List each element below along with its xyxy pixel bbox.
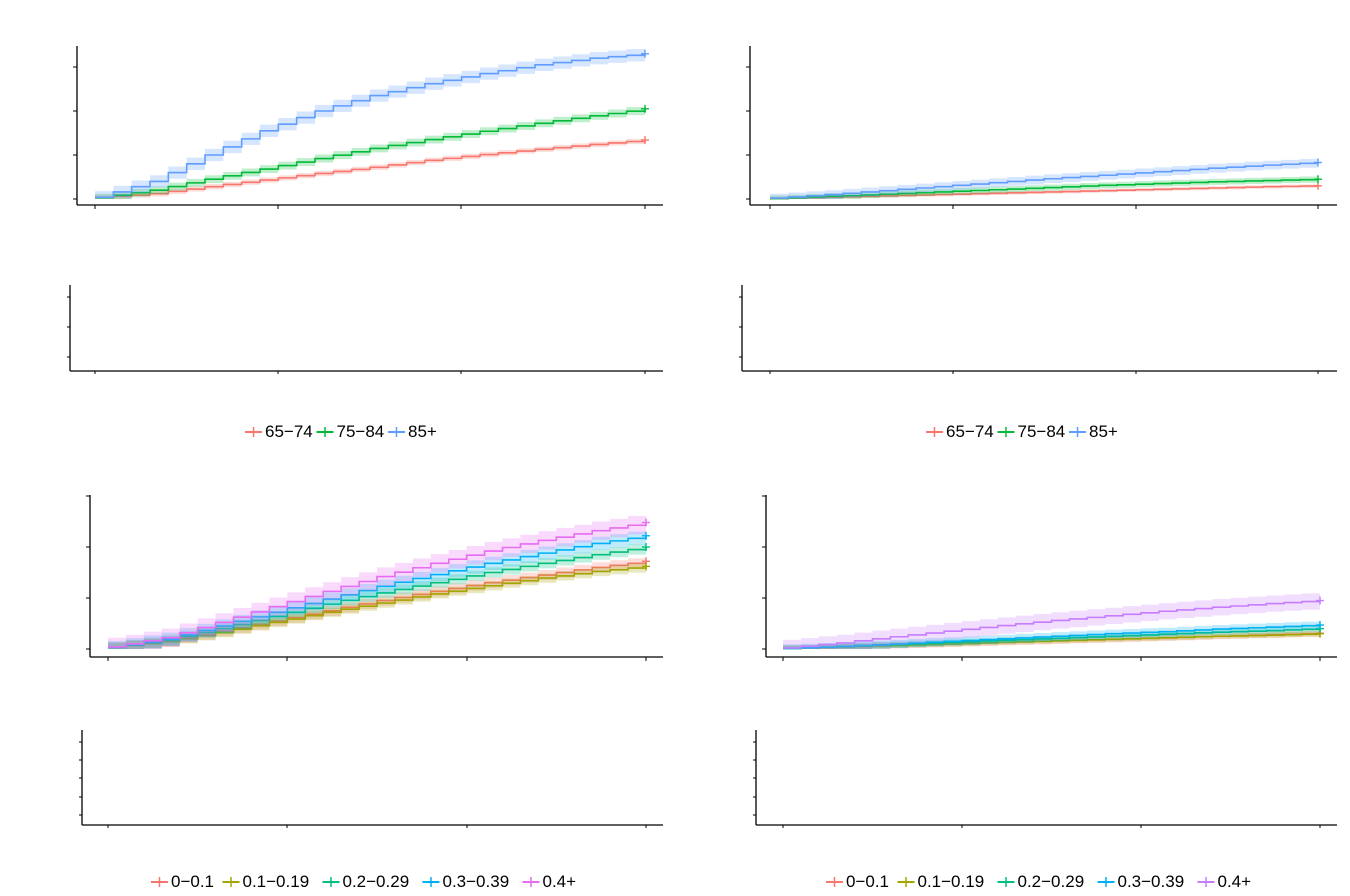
survival-curve (770, 178, 1319, 200)
survival-curve (783, 624, 1321, 650)
confidence-band (108, 516, 646, 649)
legend-label: 0.3−0.39 (443, 872, 510, 891)
legend-label: 65−74 (946, 422, 994, 441)
survival-curve (783, 600, 1321, 649)
survival-curve (95, 53, 646, 199)
legend-label: 0.2−0.29 (1018, 872, 1085, 891)
legend-label: 85+ (408, 422, 437, 441)
legend: 65−74 75−84 85+ (926, 422, 1118, 441)
survival-curve (770, 162, 1319, 199)
legend-label: 0.4+ (1218, 872, 1252, 891)
survival-curve (95, 140, 646, 199)
km-panel: 65−74 75−84 85+ (67, 46, 663, 441)
survival-curve (95, 108, 646, 199)
legend: 0−0.1 0.1−0.19 0.2−0.29 0.3−0.39 0.4+ (151, 872, 576, 891)
legend-label: 0.2−0.29 (343, 872, 410, 891)
km-panel: 0−0.1 0.1−0.19 0.2−0.29 0.3−0.39 0.4+ (753, 495, 1337, 891)
legend-label: 85+ (1089, 422, 1118, 441)
km-panel: 65−74 75−84 85+ (739, 46, 1337, 441)
survival-curve (108, 522, 647, 648)
km-panel: 0−0.1 0.1−0.19 0.2−0.29 0.3−0.39 0.4+ (79, 495, 663, 891)
legend: 0−0.1 0.1−0.19 0.2−0.29 0.3−0.39 0.4+ (826, 872, 1251, 891)
legend-label: 75−84 (337, 422, 385, 441)
confidence-band (783, 621, 1320, 649)
legend-label: 0−0.1 (846, 872, 889, 891)
legend-label: 65−74 (265, 422, 313, 441)
legend: 65−74 75−84 85+ (245, 422, 437, 441)
legend-label: 0.4+ (543, 872, 577, 891)
legend-label: 0.1−0.19 (918, 872, 985, 891)
legend-label: 75−84 (1018, 422, 1066, 441)
legend-label: 0−0.1 (171, 872, 214, 891)
legend-label: 0.1−0.19 (243, 872, 310, 891)
legend-label: 0.3−0.39 (1118, 872, 1185, 891)
